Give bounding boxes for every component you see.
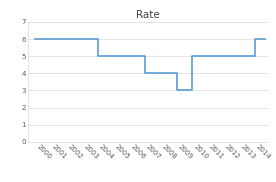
Title: Rate: Rate xyxy=(136,10,160,20)
